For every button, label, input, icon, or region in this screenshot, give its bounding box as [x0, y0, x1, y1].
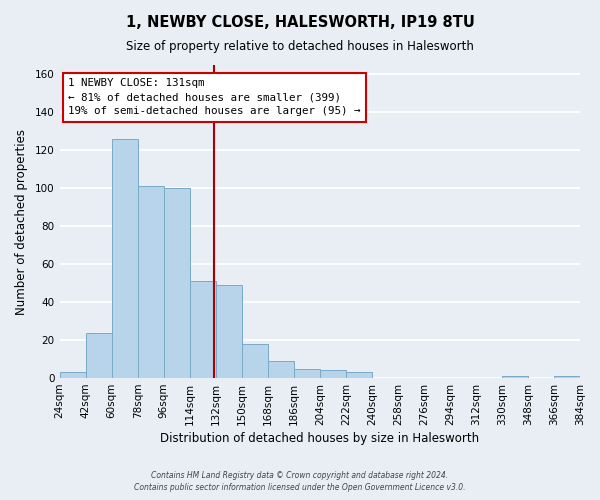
Text: Size of property relative to detached houses in Halesworth: Size of property relative to detached ho… — [126, 40, 474, 53]
Bar — [554, 376, 580, 378]
Y-axis label: Number of detached properties: Number of detached properties — [15, 128, 28, 314]
Bar — [268, 361, 294, 378]
Bar — [112, 139, 137, 378]
Bar — [320, 370, 346, 378]
Bar — [137, 186, 164, 378]
X-axis label: Distribution of detached houses by size in Halesworth: Distribution of detached houses by size … — [160, 432, 479, 445]
Bar — [86, 332, 112, 378]
Bar — [190, 282, 215, 378]
Text: Contains HM Land Registry data © Crown copyright and database right 2024.
Contai: Contains HM Land Registry data © Crown c… — [134, 471, 466, 492]
Text: 1, NEWBY CLOSE, HALESWORTH, IP19 8TU: 1, NEWBY CLOSE, HALESWORTH, IP19 8TU — [125, 15, 475, 30]
Bar — [59, 372, 86, 378]
Bar — [164, 188, 190, 378]
Bar — [215, 285, 242, 378]
Bar — [502, 376, 528, 378]
Text: 1 NEWBY CLOSE: 131sqm
← 81% of detached houses are smaller (399)
19% of semi-det: 1 NEWBY CLOSE: 131sqm ← 81% of detached … — [68, 78, 361, 116]
Bar — [294, 368, 320, 378]
Bar — [346, 372, 372, 378]
Bar — [242, 344, 268, 378]
